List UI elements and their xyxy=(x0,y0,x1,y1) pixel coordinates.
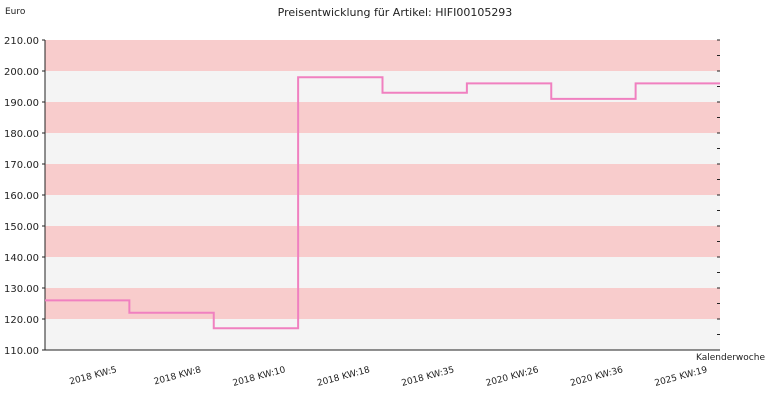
x-tick-label: 2020 KW:36 xyxy=(569,365,624,389)
y-tick-label: 190.00 xyxy=(4,98,39,109)
y-axis-ticks: 110.00 120.00 130.00 140.00 150.00 160.00 170.… xyxy=(4,36,45,357)
band xyxy=(45,102,720,133)
x-tick-label: 2020 KW:26 xyxy=(485,365,540,389)
x-tick-label: 2018 KW:18 xyxy=(316,365,371,389)
band xyxy=(45,319,720,350)
y-tick-label: 170.00 xyxy=(4,160,39,171)
band xyxy=(45,257,720,288)
background-bands xyxy=(45,40,720,350)
x-tick-label: 2018 KW:5 xyxy=(69,365,118,387)
y-tick-label: 150.00 xyxy=(4,222,39,233)
y-tick-label: 180.00 xyxy=(4,129,39,140)
right-axis-ticks xyxy=(717,39,720,335)
band xyxy=(45,133,720,164)
x-tick-label: 2018 KW:10 xyxy=(232,365,287,389)
y-tick-label: 120.00 xyxy=(4,315,39,326)
y-axis-label: Euro xyxy=(5,7,26,17)
price-series-line xyxy=(45,76,720,330)
x-tick-label: 2018 KW:8 xyxy=(153,365,203,387)
y-tick-label: 160.00 xyxy=(4,191,39,202)
y-tick-label: 200.00 xyxy=(4,67,39,78)
y-tick-label: 140.00 xyxy=(4,253,39,264)
band xyxy=(45,40,720,71)
x-axis-label: Kalenderwoche xyxy=(696,353,765,363)
band xyxy=(45,195,720,226)
band xyxy=(45,226,720,257)
x-tick-label: 2025 KW:19 xyxy=(654,365,709,389)
band xyxy=(45,164,720,195)
y-tick-label: 210.00 xyxy=(4,36,39,47)
y-tick-label: 130.00 xyxy=(4,284,39,295)
band xyxy=(45,288,720,319)
x-axis-ticks: 2018 KW:5 2018 KW:8 2018 KW:10 2018 KW:18 20… xyxy=(69,365,709,389)
chart-title: Preisentwicklung für Artikel: HIFI001052… xyxy=(278,6,513,19)
y-tick-label: 110.00 xyxy=(4,346,39,357)
x-tick-label: 2018 KW:35 xyxy=(401,365,456,389)
